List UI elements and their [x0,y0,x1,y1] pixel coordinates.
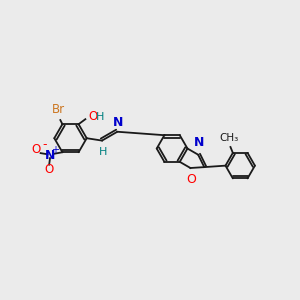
Text: H: H [98,147,107,157]
Text: O: O [187,173,196,186]
Text: N: N [194,136,204,149]
Text: N: N [45,149,55,162]
Text: -: - [42,138,46,152]
Text: H: H [96,112,105,122]
Text: O: O [44,163,53,176]
Text: O: O [32,143,41,156]
Text: N: N [113,116,123,129]
Text: +: + [51,145,59,155]
Text: Br: Br [51,103,64,116]
Text: O: O [88,110,97,123]
Text: CH₃: CH₃ [220,133,239,142]
